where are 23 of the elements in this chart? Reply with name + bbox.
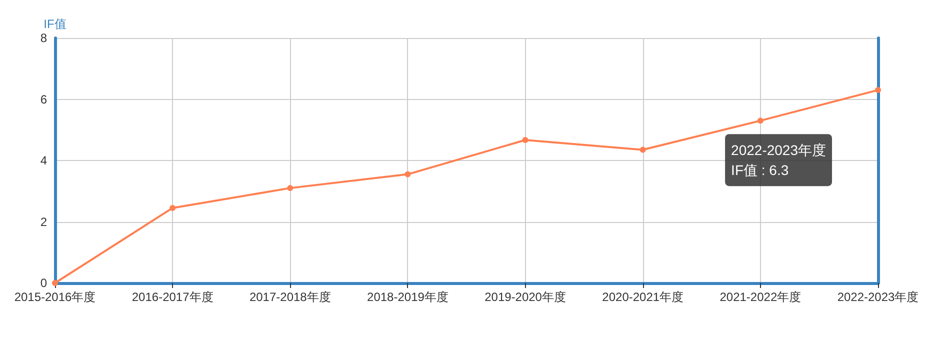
x-tick-label: 2015-2016年度 (14, 290, 96, 304)
point (52, 280, 58, 286)
y-tick-label: 8 (40, 31, 48, 45)
y-axis-title: IF值 (44, 17, 66, 31)
point (757, 118, 764, 124)
x-tick-label: 2022-2023年度 (837, 290, 919, 304)
y-tick-label: 0 (40, 276, 48, 290)
x-tick-label: 2017-2018年度 (249, 290, 331, 304)
x-tick-label: 2019-2020年度 (484, 290, 566, 304)
y-tick-label: 6 (40, 92, 48, 106)
point (287, 185, 294, 192)
x-tick-label: 2016-2017年度 (132, 290, 214, 304)
x-tick-label: 2020-2021年度 (602, 290, 684, 304)
annotation: 2022-2023年度 IF值 : 6.3 (731, 142, 826, 178)
point (640, 146, 646, 153)
x-tick-label: 2018-2019年度 (367, 290, 448, 304)
x-tick-label: 2021-2022年度 (720, 290, 802, 304)
point (522, 136, 528, 143)
y-tick-label: 4 (40, 154, 48, 168)
point (875, 87, 881, 94)
point (404, 171, 411, 178)
point (170, 204, 176, 211)
y-tick-label: 2 (40, 214, 48, 229)
